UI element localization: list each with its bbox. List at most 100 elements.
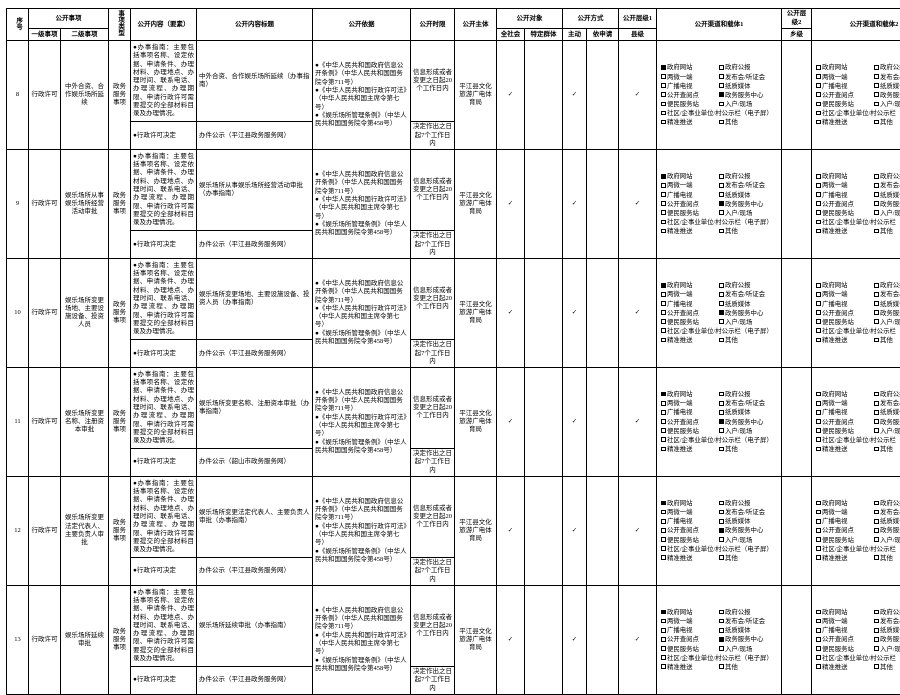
checkbox-box[interactable] bbox=[874, 310, 879, 315]
checkbox-option[interactable]: 社区/企事业单位/村公示栏（电子屏） bbox=[661, 327, 777, 336]
checkbox-box[interactable] bbox=[874, 501, 879, 506]
checkbox-option[interactable]: 政府网站 bbox=[816, 281, 874, 290]
checkbox-box[interactable] bbox=[719, 637, 724, 642]
checkbox-box[interactable] bbox=[816, 428, 821, 433]
checkbox-box[interactable] bbox=[719, 120, 724, 125]
checkbox-box[interactable] bbox=[719, 319, 724, 324]
checkbox-option[interactable]: 精准推送 bbox=[661, 227, 719, 236]
checkbox-option[interactable]: 两微一端 bbox=[816, 508, 874, 517]
checkbox-option[interactable]: 政务服务中心 bbox=[719, 635, 777, 644]
checkbox-option[interactable]: 政府网站 bbox=[661, 608, 719, 617]
checkbox-option[interactable]: 政务服务中心 bbox=[874, 91, 900, 100]
checkbox-box[interactable] bbox=[816, 102, 821, 107]
checkbox-box[interactable] bbox=[661, 120, 666, 125]
checkbox-box[interactable] bbox=[874, 401, 879, 406]
checkbox-box[interactable] bbox=[661, 546, 666, 551]
checkbox-option[interactable]: 公开查阅点 bbox=[816, 200, 874, 209]
checkbox-box[interactable] bbox=[661, 319, 666, 324]
checkbox-option[interactable]: 社区/企事业单位/村公示栏（电子屏） bbox=[661, 545, 777, 554]
checkbox-option[interactable]: 政府公报 bbox=[719, 63, 777, 72]
checkbox-box[interactable] bbox=[719, 210, 724, 215]
checkbox-option[interactable]: 精准推送 bbox=[816, 227, 874, 236]
checkbox-option[interactable]: 入户/现场 bbox=[874, 318, 900, 327]
checkbox-box[interactable] bbox=[661, 428, 666, 433]
checkbox-option[interactable]: 纸质媒体 bbox=[719, 517, 777, 526]
checkbox-box[interactable] bbox=[874, 192, 879, 197]
checkbox-box[interactable] bbox=[874, 210, 879, 215]
checkbox-option[interactable]: 政务服务中心 bbox=[719, 418, 777, 427]
checkbox-option[interactable]: 政府网站 bbox=[816, 390, 874, 399]
checkbox-option[interactable]: 便民服务站 bbox=[661, 645, 719, 654]
checkbox-option[interactable]: 广播电视 bbox=[816, 300, 874, 309]
checkbox-box[interactable] bbox=[816, 83, 821, 88]
checkbox-option[interactable]: 发布会/听证会 bbox=[719, 617, 777, 626]
checkbox-box[interactable] bbox=[719, 183, 724, 188]
checkbox-box[interactable] bbox=[661, 83, 666, 88]
checkbox-box[interactable] bbox=[816, 646, 821, 651]
checkbox-option[interactable]: 发布会/听证会 bbox=[719, 399, 777, 408]
checkbox-box[interactable] bbox=[874, 92, 879, 97]
checkbox-box[interactable] bbox=[719, 501, 724, 506]
checkbox-box[interactable] bbox=[661, 664, 666, 669]
checkbox-box[interactable] bbox=[816, 74, 821, 79]
checkbox-option[interactable]: 其他 bbox=[719, 227, 777, 236]
checkbox-option[interactable]: 政务服务中心 bbox=[874, 200, 900, 209]
checkbox-option[interactable]: 社区/企事业单位/村公示栏（电子屏） bbox=[661, 109, 777, 118]
checkbox-box[interactable] bbox=[719, 310, 724, 315]
checkbox-box[interactable] bbox=[816, 537, 821, 542]
checkbox-option[interactable]: 纸质媒体 bbox=[719, 626, 777, 635]
checkbox-box[interactable] bbox=[719, 428, 724, 433]
checkbox-box[interactable] bbox=[816, 310, 821, 315]
checkbox-box[interactable] bbox=[874, 428, 879, 433]
checkbox-box[interactable] bbox=[816, 528, 821, 533]
checkbox-box[interactable] bbox=[816, 210, 821, 215]
checkbox-box[interactable] bbox=[661, 174, 666, 179]
checkbox-box[interactable] bbox=[816, 201, 821, 206]
checkbox-option[interactable]: 政府公报 bbox=[719, 281, 777, 290]
checkbox-option[interactable]: 政府公报 bbox=[719, 172, 777, 181]
checkbox-box[interactable] bbox=[816, 519, 821, 524]
checkbox-option[interactable]: 政府网站 bbox=[661, 63, 719, 72]
checkbox-option[interactable]: 政务服务中心 bbox=[719, 200, 777, 209]
checkbox-option[interactable]: 社区/企事业单位/村公示栏（电子屏） bbox=[661, 654, 777, 663]
checkbox-option[interactable]: 纸质媒体 bbox=[874, 626, 900, 635]
checkbox-option[interactable]: 政府网站 bbox=[661, 390, 719, 399]
checkbox-box[interactable] bbox=[874, 410, 879, 415]
checkbox-box[interactable] bbox=[874, 292, 879, 297]
checkbox-box[interactable] bbox=[661, 437, 666, 442]
checkbox-box[interactable] bbox=[874, 628, 879, 633]
checkbox-box[interactable] bbox=[816, 619, 821, 624]
checkbox-option[interactable]: 广播电视 bbox=[661, 626, 719, 635]
checkbox-box[interactable] bbox=[661, 510, 666, 515]
checkbox-box[interactable] bbox=[816, 410, 821, 415]
checkbox-box[interactable] bbox=[874, 619, 879, 624]
checkbox-option[interactable]: 公开查阅点 bbox=[816, 91, 874, 100]
checkbox-box[interactable] bbox=[661, 183, 666, 188]
checkbox-box[interactable] bbox=[719, 83, 724, 88]
checkbox-option[interactable]: 其他 bbox=[874, 336, 900, 345]
checkbox-option[interactable]: 社区/企事业单位/村公示栏（电子屏） bbox=[816, 436, 900, 445]
checkbox-option[interactable]: 两微一端 bbox=[816, 617, 874, 626]
checkbox-option[interactable]: 精准推送 bbox=[816, 445, 874, 454]
checkbox-option[interactable]: 两微一端 bbox=[661, 617, 719, 626]
checkbox-option[interactable]: 纸质媒体 bbox=[719, 300, 777, 309]
checkbox-option[interactable]: 入户/现场 bbox=[874, 209, 900, 218]
checkbox-option[interactable]: 两微一端 bbox=[661, 290, 719, 299]
checkbox-option[interactable]: 广播电视 bbox=[661, 82, 719, 91]
checkbox-box[interactable] bbox=[874, 319, 879, 324]
checkbox-box[interactable] bbox=[816, 328, 821, 333]
checkbox-box[interactable] bbox=[874, 646, 879, 651]
checkbox-box[interactable] bbox=[816, 183, 821, 188]
checkbox-box[interactable] bbox=[661, 192, 666, 197]
checkbox-box[interactable] bbox=[719, 510, 724, 515]
checkbox-option[interactable]: 政府公报 bbox=[874, 608, 900, 617]
checkbox-option[interactable]: 广播电视 bbox=[661, 300, 719, 309]
checkbox-box[interactable] bbox=[661, 528, 666, 533]
checkbox-box[interactable] bbox=[661, 292, 666, 297]
checkbox-box[interactable] bbox=[661, 610, 666, 615]
checkbox-option[interactable]: 社区/企事业单位/村公示栏（电子屏） bbox=[816, 654, 900, 663]
checkbox-option[interactable]: 纸质媒体 bbox=[874, 300, 900, 309]
checkbox-option[interactable]: 纸质媒体 bbox=[719, 408, 777, 417]
checkbox-box[interactable] bbox=[719, 65, 724, 70]
checkbox-option[interactable]: 入户/现场 bbox=[874, 536, 900, 545]
